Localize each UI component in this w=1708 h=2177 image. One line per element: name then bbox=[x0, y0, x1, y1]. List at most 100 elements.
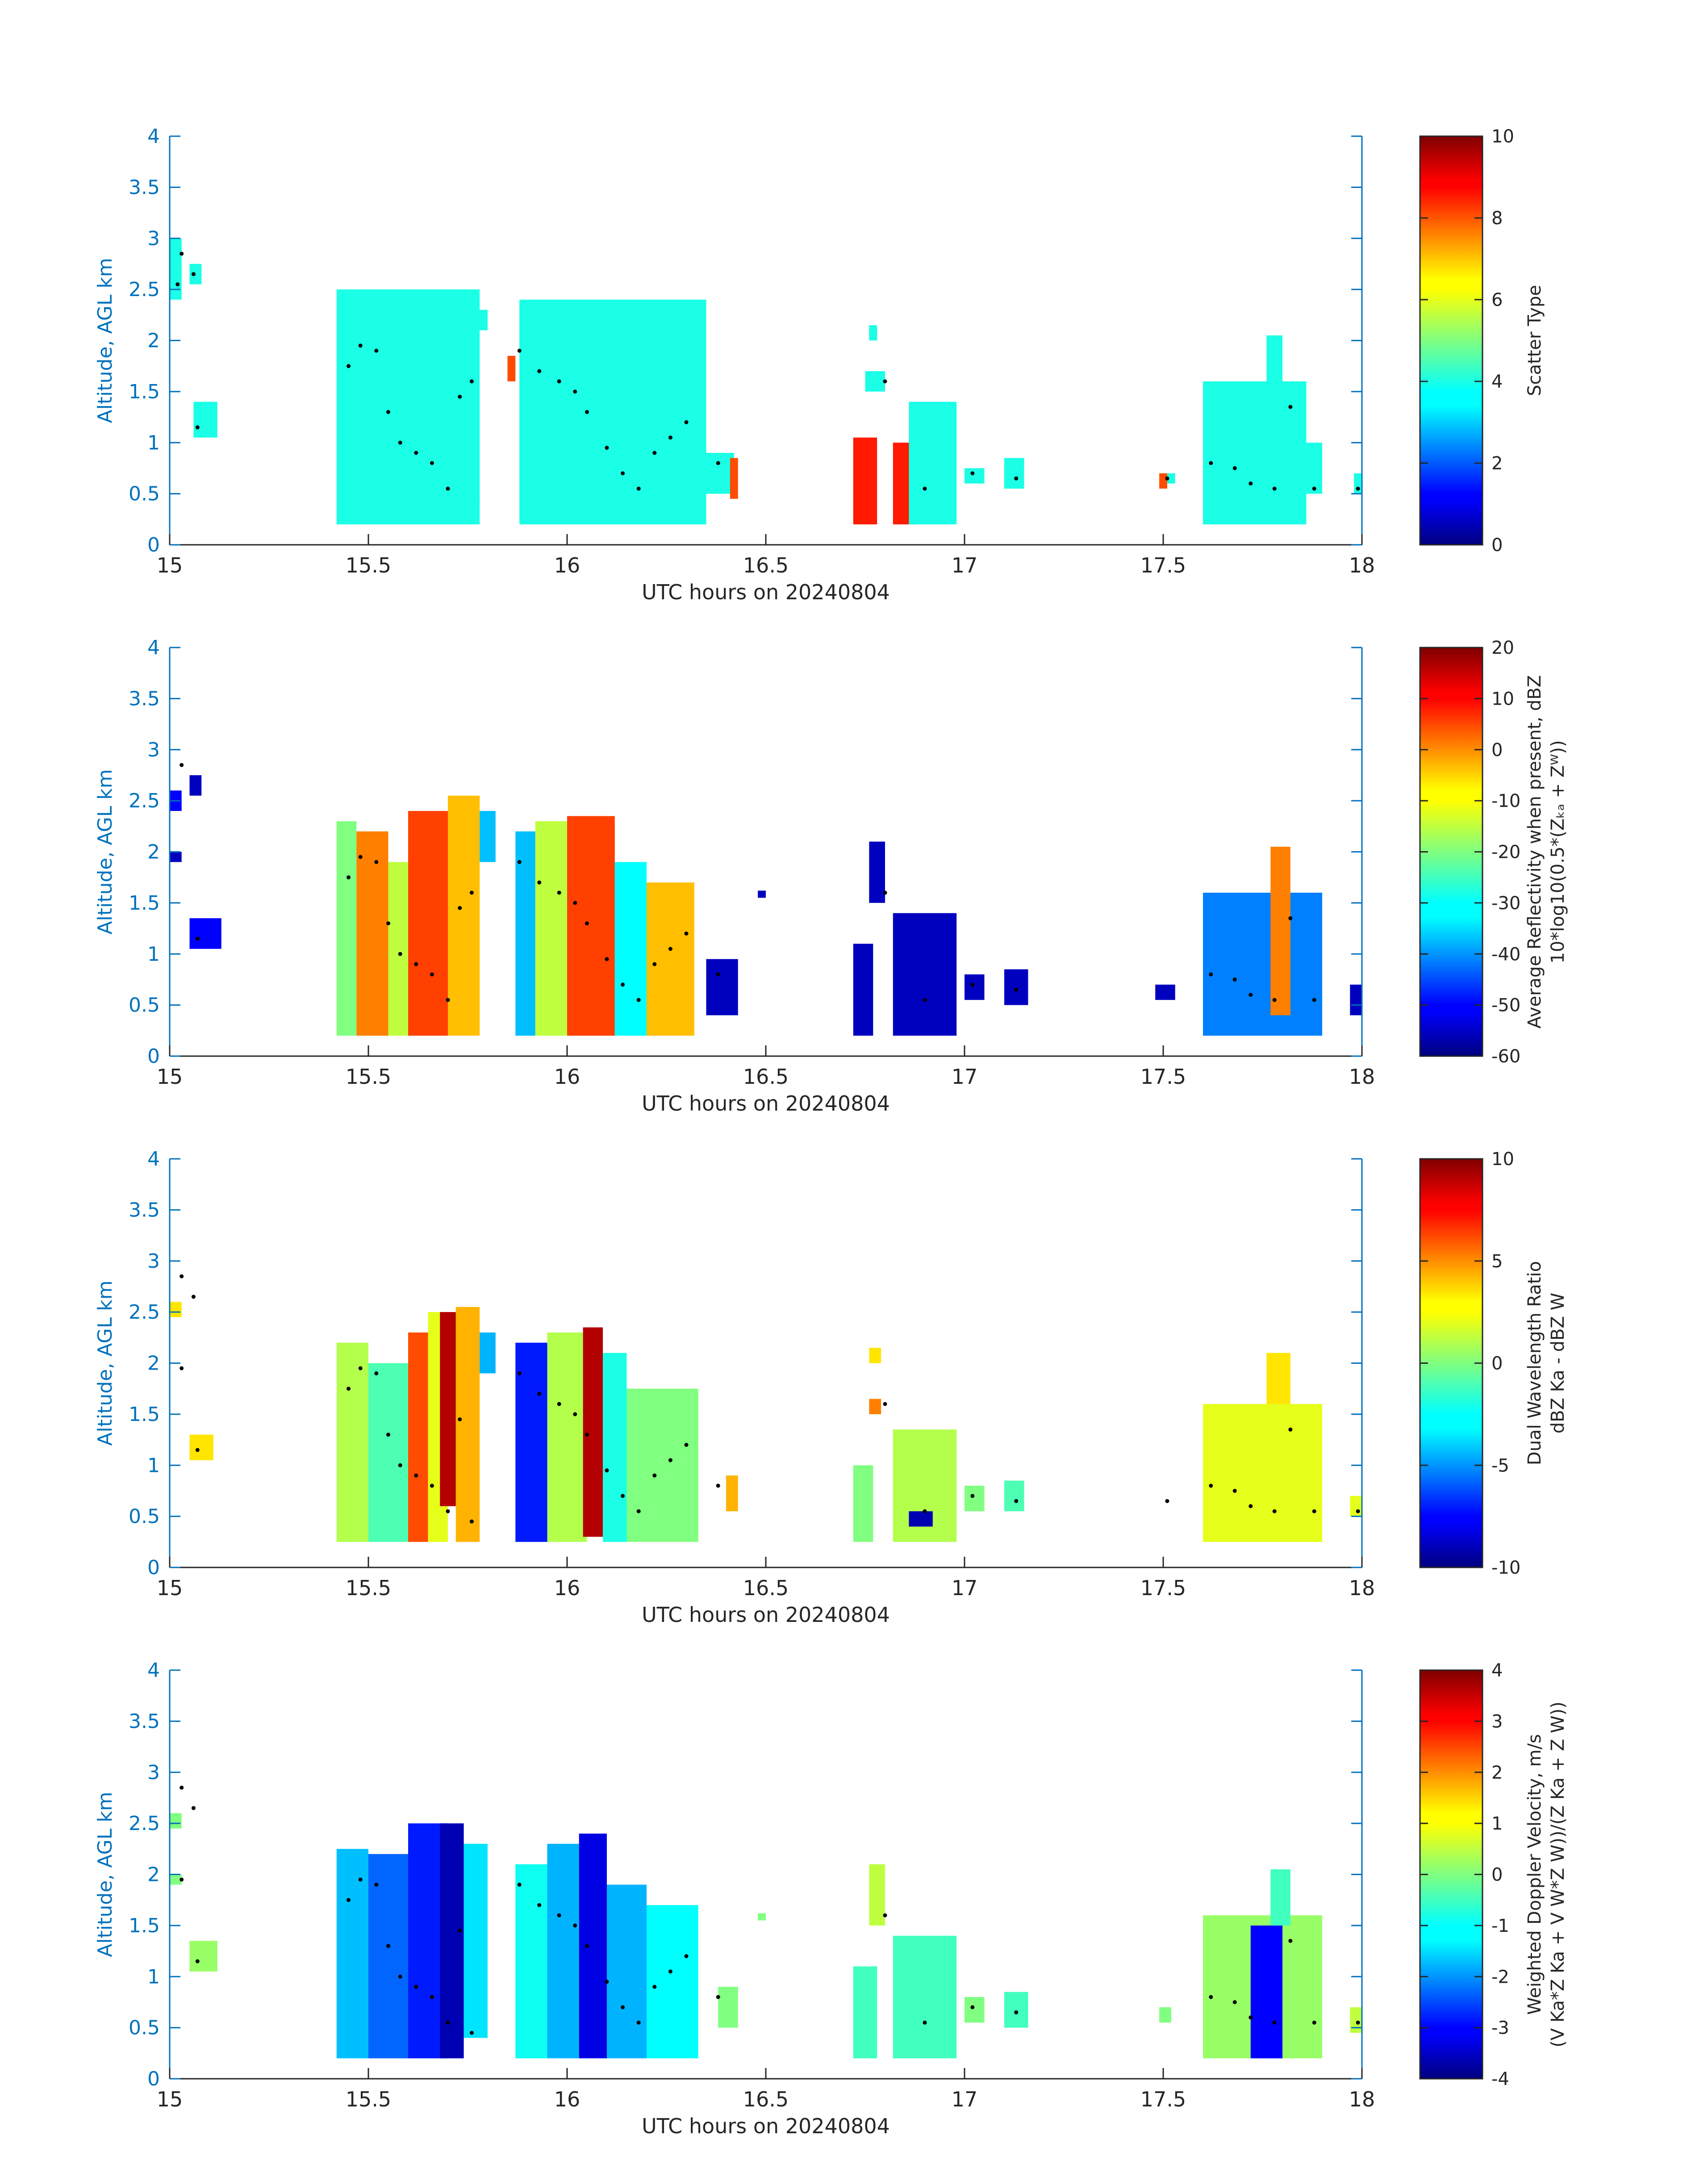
heatmap-cell-20 bbox=[965, 974, 985, 1000]
marker-point-24 bbox=[883, 890, 887, 895]
colorbar-tick-label: -10 bbox=[1491, 1558, 1520, 1578]
marker-points bbox=[180, 763, 1316, 1002]
heatmap-cell-20 bbox=[1266, 335, 1282, 381]
y-tick-label: 1.5 bbox=[129, 1914, 160, 1937]
heatmap-cell-1 bbox=[189, 1434, 213, 1460]
heatmap-cell-12 bbox=[567, 816, 615, 1036]
heatmap-cell-19 bbox=[909, 1511, 933, 1527]
y-tick-label: 0.5 bbox=[129, 2017, 160, 2039]
marker-point-28 bbox=[970, 1494, 975, 1498]
heatmap-cell-12 bbox=[647, 1905, 698, 2059]
y-tick-label: 2 bbox=[147, 841, 160, 864]
y-tick-label: 4 bbox=[147, 1148, 160, 1170]
marker-point-14 bbox=[557, 890, 561, 895]
heatmap-cell-6 bbox=[507, 355, 516, 381]
marker-point-21 bbox=[636, 2020, 641, 2025]
colorbar-tick-label: 0 bbox=[1491, 1865, 1503, 1885]
heatmap-cell-10 bbox=[547, 1332, 587, 1542]
marker-point-1 bbox=[180, 1877, 184, 1882]
colorbar-tick-label: 1 bbox=[1491, 1813, 1503, 1834]
marker-point-11 bbox=[446, 486, 450, 491]
y-axis-label: Altitude, AGL km bbox=[94, 1792, 117, 1957]
marker-point-20 bbox=[652, 962, 657, 966]
marker-point-3 bbox=[195, 425, 200, 430]
x-tick-label: 15.5 bbox=[346, 2087, 391, 2111]
colorbar-title-line: dBZ Ka - dBZ W bbox=[1548, 1293, 1568, 1433]
colorbar-tick-label: 10 bbox=[1491, 689, 1514, 709]
y-tick-label: 1.5 bbox=[129, 1403, 160, 1426]
heatmap-cell-3 bbox=[336, 289, 480, 525]
heatmap-cell-24 bbox=[1350, 1496, 1362, 1517]
marker-point-35 bbox=[1288, 1427, 1293, 1432]
heatmap-cell-9 bbox=[547, 1843, 579, 2059]
x-tick-label: 18 bbox=[1349, 1576, 1375, 1600]
colorbar-tick-label: 10 bbox=[1491, 1149, 1514, 1170]
marker-point-32 bbox=[1249, 2015, 1253, 2020]
marker-point-15 bbox=[537, 1391, 542, 1396]
marker-point-33 bbox=[1249, 1504, 1253, 1508]
x-tick-label: 16 bbox=[554, 553, 580, 577]
marker-point-13 bbox=[469, 1519, 474, 1524]
colorbar-gradient bbox=[1419, 647, 1483, 1057]
marker-point-22 bbox=[652, 451, 657, 455]
marker-point-17 bbox=[605, 957, 609, 961]
x-tick-label: 15 bbox=[157, 553, 183, 577]
x-axis-label: UTC hours on 20240804 bbox=[642, 1603, 890, 1627]
colorbar-tick-label: -5 bbox=[1491, 1455, 1509, 1476]
heatmap-cell-15 bbox=[965, 468, 985, 484]
marker-point-15 bbox=[537, 1903, 542, 1907]
heatmap-cell-7 bbox=[455, 1307, 480, 1542]
x-axis-label: UTC hours on 20240804 bbox=[642, 1091, 890, 1116]
colorbar-tick-label: -40 bbox=[1491, 944, 1520, 965]
marker-point-30 bbox=[1165, 1499, 1169, 1503]
x-tick-label: 17.5 bbox=[1140, 1065, 1186, 1089]
y-tick-label: 1.5 bbox=[129, 380, 160, 403]
marker-point-5 bbox=[386, 921, 390, 926]
marker-point-10 bbox=[430, 1995, 434, 1999]
heatmap-cell-17 bbox=[853, 944, 873, 1036]
marker-point-21 bbox=[636, 486, 641, 491]
marker-point-8 bbox=[398, 1463, 402, 1467]
heatmap-cell-1 bbox=[170, 1874, 182, 1885]
marker-point-5 bbox=[358, 1366, 363, 1371]
marker-point-25 bbox=[716, 461, 720, 465]
heatmap-cell-14 bbox=[909, 401, 957, 525]
marker-point-21 bbox=[636, 1509, 641, 1513]
y-tick-label: 1 bbox=[147, 431, 160, 454]
heatmap-cell-16 bbox=[1004, 458, 1024, 489]
heatmap-cell-19 bbox=[1203, 381, 1307, 525]
marker-point-34 bbox=[1288, 1939, 1293, 1943]
heatmap-cell-19 bbox=[1004, 1992, 1028, 2028]
colorbar: 0 2 4 6 8 10 Scatter Type bbox=[1419, 126, 1545, 556]
marker-point-26 bbox=[970, 982, 975, 987]
y-tick-label: 2.5 bbox=[129, 790, 160, 812]
marker-point-13 bbox=[469, 2031, 474, 2035]
marker-point-36 bbox=[1312, 1509, 1316, 1513]
colorbar-title-line: 10*log10(0.5*(Zₖₐ + Zᵂ)) bbox=[1548, 740, 1568, 963]
marker-point-1 bbox=[180, 1366, 184, 1371]
heatmap-cell-16 bbox=[758, 890, 766, 898]
marker-point-0 bbox=[180, 763, 184, 767]
y-tick-label: 0.5 bbox=[129, 1505, 160, 1528]
marker-point-15 bbox=[537, 369, 542, 373]
heatmap-cell-2 bbox=[193, 401, 217, 438]
heatmap-cell-17 bbox=[893, 1935, 957, 2059]
colorbar: -60 -50 -40 -30 -20 -10 0 10 20 Average Reflectiv… bbox=[1419, 638, 1568, 1067]
marker-point-25 bbox=[923, 998, 927, 1002]
heatmap-cell-16 bbox=[869, 1864, 885, 1926]
y-tick-label: 0 bbox=[147, 1045, 160, 1068]
colorbar-tick-label: 10 bbox=[1491, 126, 1514, 147]
heatmap-cell-11 bbox=[583, 1327, 603, 1537]
heatmap-cell-6 bbox=[388, 862, 408, 1036]
marker-point-30 bbox=[1165, 476, 1169, 481]
heatmap-cell-5 bbox=[356, 831, 388, 1036]
marker-point-4 bbox=[347, 1898, 351, 1902]
colorbar-tick-label: -60 bbox=[1491, 1046, 1520, 1067]
colorbar-tick-label: 0 bbox=[1491, 740, 1503, 760]
marker-point-21 bbox=[668, 947, 672, 951]
marker-point-22 bbox=[684, 932, 689, 936]
heatmap-cell-8 bbox=[706, 453, 734, 494]
marker-point-24 bbox=[684, 420, 689, 424]
marker-point-3 bbox=[195, 1959, 200, 1964]
heatmap-cell-4 bbox=[336, 821, 357, 1036]
